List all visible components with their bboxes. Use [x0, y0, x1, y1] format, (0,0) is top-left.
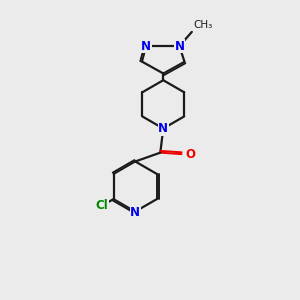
Text: N: N — [158, 122, 168, 135]
Text: O: O — [185, 148, 195, 160]
Text: CH₃: CH₃ — [193, 20, 212, 30]
Text: N: N — [174, 40, 184, 52]
Text: Cl: Cl — [96, 199, 109, 212]
Text: N: N — [141, 40, 151, 52]
Text: N: N — [130, 206, 140, 219]
